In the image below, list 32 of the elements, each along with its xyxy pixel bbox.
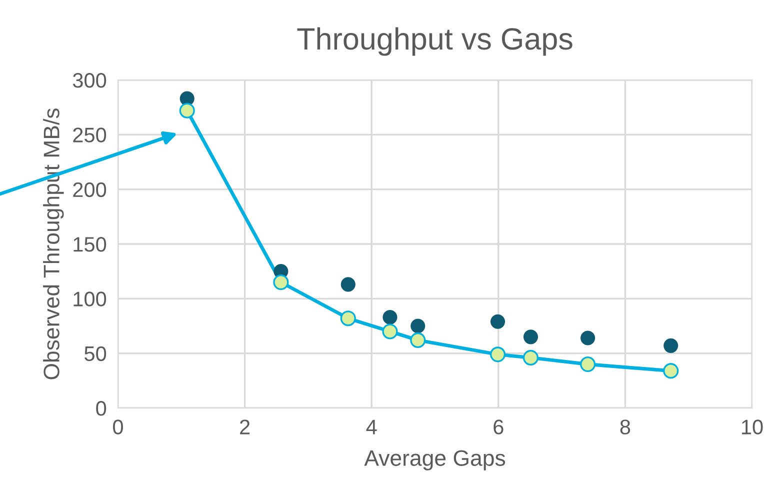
x-axis-title: Average Gaps: [364, 450, 506, 470]
x-tick-label: 6: [494, 420, 504, 434]
point: [664, 338, 678, 353]
y-tick-label: 50: [84, 346, 106, 362]
x-tick-label: 8: [620, 420, 630, 434]
point: [522, 350, 539, 366]
x-tick-label: 0: [113, 420, 123, 434]
point: [580, 330, 596, 346]
y-tick-label: 150: [74, 237, 106, 252]
point: [382, 324, 398, 340]
chart-title: Throughput vs Gaps: [297, 27, 572, 56]
y-tick-label: 200: [73, 182, 106, 198]
x-tick-label: 10: [742, 420, 763, 434]
point: [340, 277, 356, 292]
point: [580, 356, 596, 372]
y-axis-title: Observed Throughput MB/s: [43, 108, 64, 380]
point: [663, 363, 679, 379]
y-tick-label: 100: [74, 292, 106, 306]
point: [523, 330, 538, 344]
x-tick-label: 2: [240, 420, 250, 434]
point: [179, 102, 195, 118]
y-tick-label: 250: [73, 128, 106, 142]
point: [340, 310, 356, 326]
y-tick-label: 0: [96, 401, 106, 416]
point: [490, 314, 506, 329]
point: [490, 346, 506, 362]
point: [410, 332, 426, 348]
point: [410, 318, 426, 334]
x-tick-label: 4: [366, 420, 377, 434]
point: [382, 310, 398, 325]
point: [273, 274, 289, 290]
y-tick-label: 300: [72, 73, 106, 88]
